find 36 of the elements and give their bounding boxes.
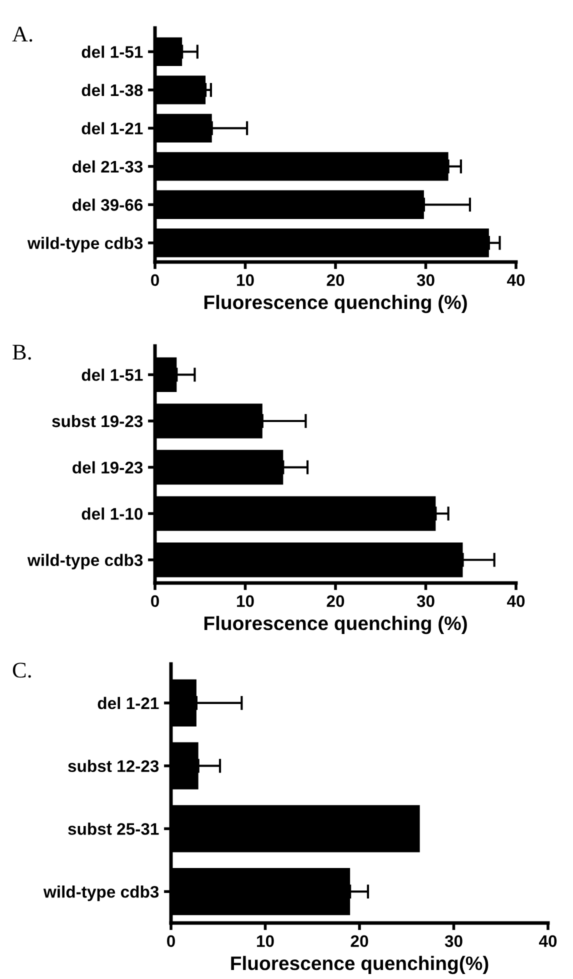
- x-tick-label: 30: [416, 595, 434, 608]
- x-tick-label: 20: [326, 274, 344, 286]
- x-tick-label: 40: [506, 274, 525, 286]
- y-tick-label: subst 25-31: [68, 822, 159, 835]
- x-tick-label: 20: [350, 935, 368, 948]
- x-tick-label: 0: [151, 595, 159, 608]
- x-axis-title: Fluorescence quenching(%): [231, 956, 488, 974]
- y-tick-label: del 1-38: [82, 84, 143, 96]
- y-tick-label: del 1-21: [98, 696, 159, 710]
- y-tick-label: del 19-23: [72, 461, 143, 474]
- x-tick-label: 40: [538, 935, 557, 948]
- y-tick-label: del 1-51: [82, 368, 143, 381]
- chart-title: B.: [12, 344, 31, 360]
- x-tick-label: 30: [444, 935, 462, 948]
- x-tick-label: 0: [151, 274, 159, 286]
- x-tick-label: 40: [506, 595, 525, 608]
- y-tick-label: del 1-21: [82, 122, 143, 134]
- y-tick-label: del 1-10: [82, 508, 143, 520]
- y-tick-label: wild-type cdb3: [27, 236, 143, 252]
- y-tick-label: subst 12-23: [68, 760, 159, 772]
- y-tick-label: del 39-66: [72, 198, 143, 211]
- chart-title: A.: [12, 26, 32, 42]
- x-tick-label: 10: [257, 935, 274, 948]
- x-tick-label: 10: [237, 274, 254, 286]
- x-tick-label: 20: [326, 595, 344, 608]
- y-tick-label: del 1-51: [82, 46, 143, 58]
- y-tick-label: wild-type cdb3: [27, 554, 143, 570]
- y-tick-label: subst 19-23: [52, 414, 143, 428]
- chart-title: C.: [12, 662, 31, 678]
- x-tick-label: 0: [167, 935, 175, 948]
- x-axis-title: Fluorescence quenching (%): [204, 294, 467, 314]
- x-axis-title: Fluorescence quenching (%): [204, 616, 467, 634]
- y-tick-label: del 21-33: [72, 160, 143, 173]
- y-tick-label: wild-type cdb3: [43, 886, 159, 902]
- x-tick-label: 10: [237, 595, 254, 608]
- x-tick-label: 30: [416, 274, 434, 286]
